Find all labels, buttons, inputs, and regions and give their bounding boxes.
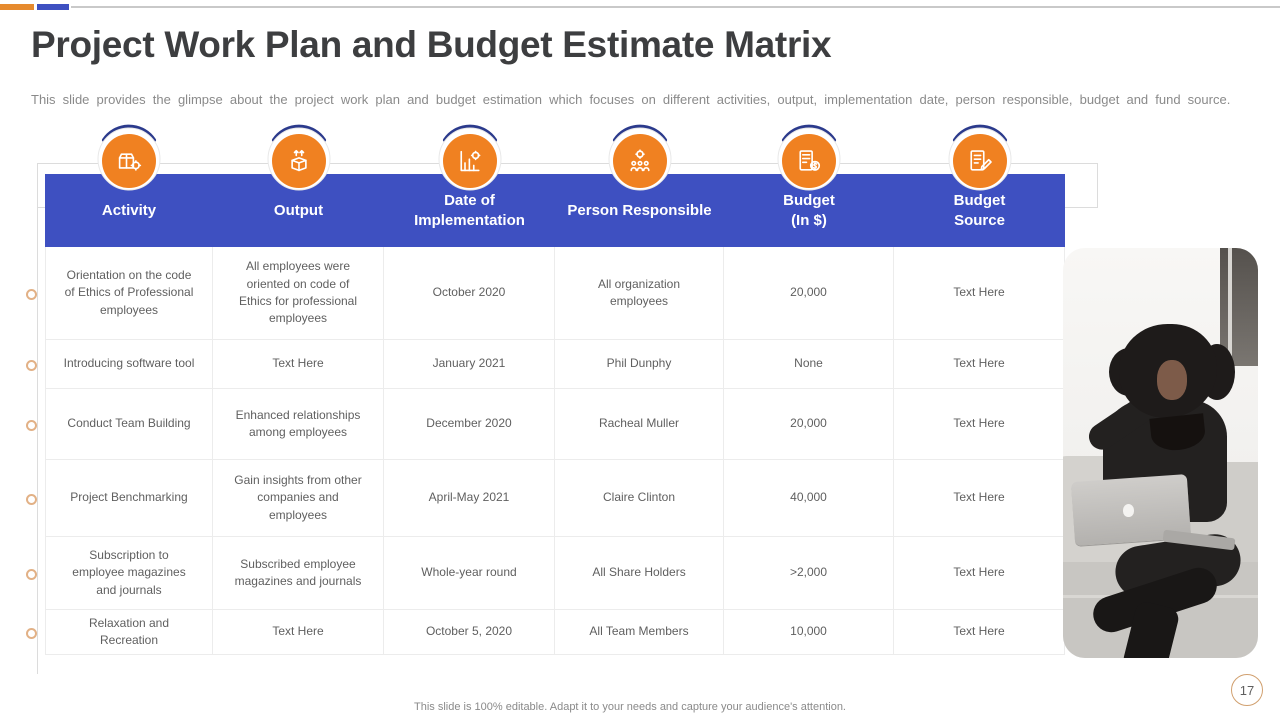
table-cell: December 2020 — [384, 389, 555, 460]
row-bullet-icon — [26, 568, 37, 580]
table-row: Subscription to employee magazines and j… — [45, 537, 1065, 610]
left-rail-line — [37, 163, 38, 674]
table-cell: Enhanced relationships among employees — [213, 389, 384, 460]
table-cell: Text Here — [894, 389, 1065, 460]
table-cell: Text Here — [894, 340, 1065, 389]
orange-bar-segment — [0, 4, 34, 10]
column-header-budget-source: Budget Source — [953, 192, 1006, 229]
table-cell: October 2020 — [384, 247, 555, 340]
top-decoration-bar — [0, 3, 1280, 11]
table-cell: All Share Holders — [555, 537, 724, 610]
row-bullet-icon — [26, 288, 37, 300]
table-cell: Text Here — [213, 610, 384, 655]
table-cell: All Team Members — [555, 610, 724, 655]
chart-gear-icon — [434, 119, 506, 191]
column-header-activity: Activity — [101, 201, 157, 219]
table-cell: Text Here — [894, 460, 1065, 537]
table-cell: Whole-year round — [384, 537, 555, 610]
table-cell: Gain insights from other companies and e… — [213, 460, 384, 537]
row-bullet-icon — [26, 627, 37, 639]
table-cell: Introducing software tool — [45, 340, 213, 389]
table-cell: All organization employees — [555, 247, 724, 340]
table-cell: All employees were oriented on code of E… — [213, 247, 384, 340]
top-rule-line — [71, 6, 1280, 8]
table-cell: Subscription to employee magazines and j… — [45, 537, 213, 610]
footer-note: This slide is 100% editable. Adapt it to… — [414, 701, 846, 713]
table-cell: 40,000 — [724, 460, 894, 537]
column-header-date-of-implementation: Date of Implementation — [414, 192, 525, 229]
table-cell: Conduct Team Building — [45, 389, 213, 460]
table-row: Conduct Team Building Enhanced relationsh… — [45, 389, 1065, 460]
table-body: Orientation on the code of Ethics of Pro… — [45, 247, 1065, 655]
page-number: 17 — [1239, 682, 1255, 698]
column-header-output: Output — [273, 201, 324, 219]
table-cell: Phil Dunphy — [555, 340, 724, 389]
table-cell: Relaxation and Recreation — [45, 610, 213, 655]
table-row: Introducing software tool Text Here Januar… — [45, 340, 1065, 389]
team-gear-icon — [604, 119, 676, 191]
woman-laptop-photo — [1063, 248, 1258, 658]
table-cell: October 5, 2020 — [384, 610, 555, 655]
table-row: Project Benchmarking Gain insights from o… — [45, 460, 1065, 537]
table-cell: Racheal Muller — [555, 389, 724, 460]
open-box-arrows-icon — [263, 119, 335, 191]
row-bullet-icon — [26, 493, 37, 505]
budget-calculator-icon — [773, 119, 845, 191]
table-cell: Claire Clinton — [555, 460, 724, 537]
table-cell: Project Benchmarking — [45, 460, 213, 537]
column-header-person-responsible: Person Responsible — [567, 201, 712, 219]
table-cell: 20,000 — [724, 247, 894, 340]
table-cell: None — [724, 340, 894, 389]
table-cell: Text Here — [894, 537, 1065, 610]
slide-description: This slide provides the glimpse about th… — [31, 92, 1231, 107]
table-cell: Text Here — [213, 340, 384, 389]
row-bullet-icon — [26, 419, 37, 431]
page-title: Project Work Plan and Budget Estimate Ma… — [31, 24, 832, 65]
table-row: Orientation on the code of Ethics of Pro… — [45, 247, 1065, 340]
table-header-row: Activity Output Date of Implementation Pers… — [45, 174, 1065, 247]
table-cell: Orientation on the code of Ethics of Pro… — [45, 247, 213, 340]
table-cell: April-May 2021 — [384, 460, 555, 537]
production-box-gear-icon — [93, 119, 165, 191]
page-number-badge: 17 — [1231, 674, 1263, 706]
table-cell: Subscribed employee magazines and journa… — [213, 537, 384, 610]
blue-bar-segment — [37, 4, 69, 10]
apple-logo-icon — [1123, 504, 1134, 517]
column-header-budget-in: Budget (In $) — [783, 192, 835, 229]
photo-background-pillar — [1220, 248, 1258, 366]
table-cell: >2,000 — [724, 537, 894, 610]
photo-person-face — [1157, 360, 1187, 400]
table-row: Relaxation and Recreation Text Here Octobe… — [45, 610, 1065, 655]
table-cell: 10,000 — [724, 610, 894, 655]
row-bullet-icon — [26, 359, 37, 371]
table-cell: 20,000 — [724, 389, 894, 460]
table-cell: Text Here — [894, 610, 1065, 655]
table-cell: Text Here — [894, 247, 1065, 340]
table-cell: January 2021 — [384, 340, 555, 389]
budget-document-icon — [944, 119, 1016, 191]
